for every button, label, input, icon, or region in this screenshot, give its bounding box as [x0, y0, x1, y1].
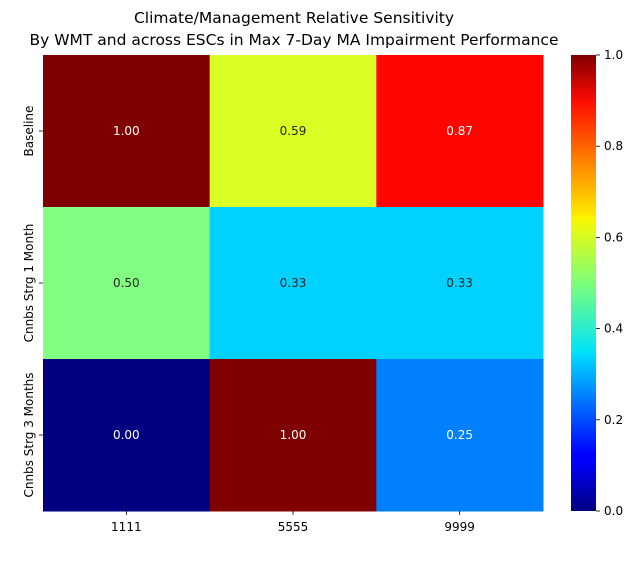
cell-value-label: 1.00 [113, 124, 140, 138]
cell-value-label: 0.87 [446, 124, 473, 138]
heatmap-cell-r0-c1 [209, 55, 377, 208]
heatmap-cell-labels: 1.00 0.59 0.87 0.50 0.33 0.33 0.00 1.00 0.25 [113, 124, 473, 442]
heatmap-cell-r0-c0 [43, 55, 211, 208]
chart-title-line-1: Climate/Management Relative Sensitivity [134, 9, 454, 27]
cell-value-label: 0.25 [446, 428, 473, 442]
colorbar-tick-label: 0.0 [604, 504, 623, 518]
colorbar-gradient [571, 55, 596, 511]
heatmap-cell-r2-c2 [376, 359, 544, 512]
colorbar: 0.0 0.2 0.4 0.6 0.8 1.0 [571, 48, 623, 518]
colorbar-tick-label: 0.4 [604, 322, 623, 336]
colorbar-ticks: 0.0 0.2 0.4 0.6 0.8 1.0 [596, 48, 623, 518]
cell-value-label: 0.33 [446, 276, 473, 290]
cell-value-label: 0.50 [113, 276, 140, 290]
cell-value-label: 0.00 [113, 428, 140, 442]
heatmap-cell-r2-c1 [209, 359, 377, 512]
heatmap-cell-r2-c0 [43, 359, 211, 512]
colorbar-tick-label: 0.6 [604, 230, 623, 244]
heatmap-cells [43, 55, 544, 512]
heatmap-cell-r0-c2 [376, 55, 544, 208]
cell-value-label: 0.59 [280, 124, 307, 138]
chart-title: Climate/Management Relative Sensitivity … [29, 9, 558, 49]
y-axis-ticks: Baseline Cnnbs Strg 1 Month Cnnbs Strg 3 M… [22, 106, 43, 498]
colorbar-tick-label: 0.8 [604, 139, 623, 153]
x-tick-label: 1111 [111, 520, 142, 534]
cell-value-label: 1.00 [280, 428, 307, 442]
x-tick-label: 5555 [278, 520, 309, 534]
heatmap-cell-r1-c2 [376, 207, 544, 360]
colorbar-tick-label: 1.0 [604, 48, 623, 62]
heatmap-cell-r1-c1 [209, 207, 377, 360]
y-tick-label: Cnnbs Strg 3 Months [22, 372, 36, 497]
x-axis-ticks: 1111 5555 9999 [111, 511, 475, 534]
heatmap-cell-r1-c0 [43, 207, 211, 360]
x-tick-label: 9999 [444, 520, 475, 534]
chart-title-line-2: By WMT and across ESCs in Max 7-Day MA I… [29, 31, 558, 49]
y-tick-label: Baseline [22, 106, 36, 157]
colorbar-tick-label: 0.2 [604, 413, 623, 427]
cell-value-label: 0.33 [280, 276, 307, 290]
y-tick-label: Cnnbs Strg 1 Month [22, 224, 36, 343]
